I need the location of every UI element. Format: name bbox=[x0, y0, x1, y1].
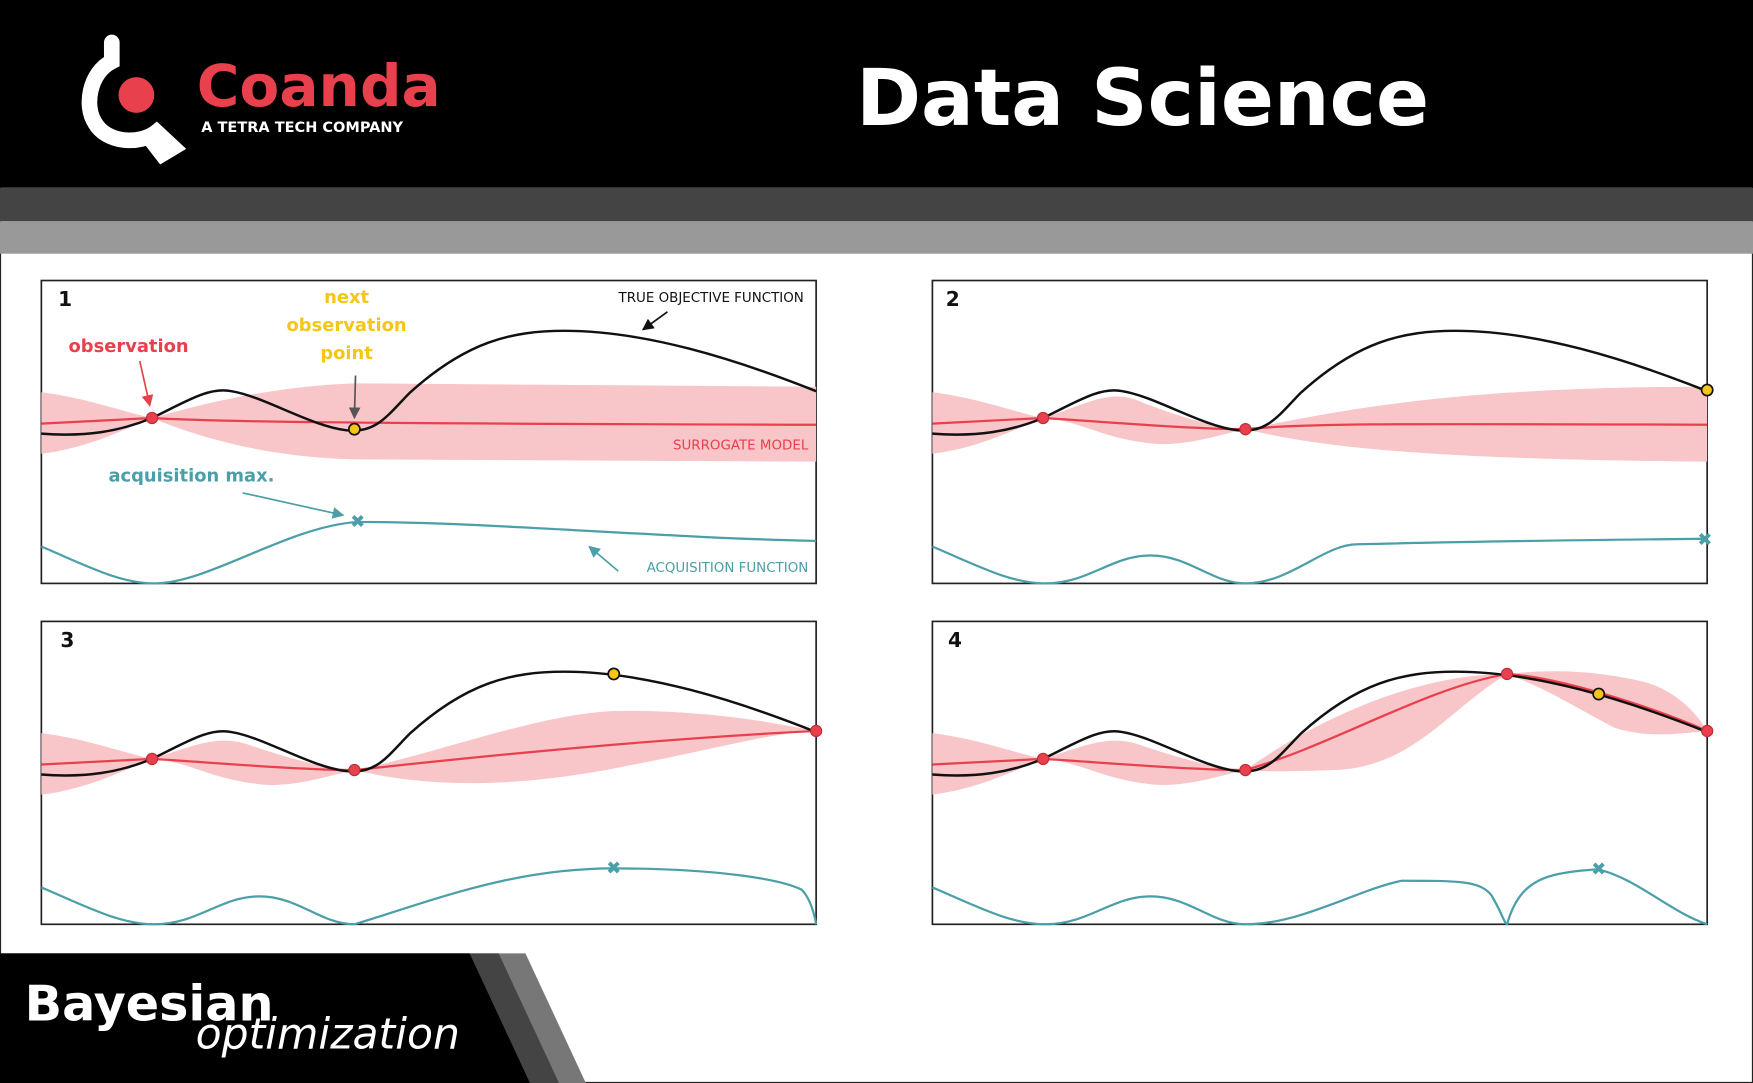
acq-max-marker: ✖ bbox=[606, 858, 621, 879]
header-title: Data Science bbox=[856, 53, 1429, 144]
acquisition-line bbox=[40, 520, 817, 585]
observation-point bbox=[1239, 763, 1252, 777]
annotation: ACQUISITION FUNCTION bbox=[647, 561, 809, 576]
acquisition-line bbox=[931, 868, 1708, 926]
observation-point bbox=[1701, 724, 1714, 738]
observation-point bbox=[348, 763, 361, 777]
acq-max-marker: ✖ bbox=[1591, 859, 1606, 880]
annotation: point bbox=[320, 343, 373, 364]
observation-point bbox=[145, 411, 159, 425]
next-point bbox=[1592, 687, 1606, 701]
acq-max-marker: ✖ bbox=[1697, 529, 1712, 550]
next-point bbox=[607, 667, 621, 681]
confidence-band bbox=[41, 710, 817, 795]
annotation: SURROGATE MODEL bbox=[673, 438, 809, 453]
annotation: next bbox=[324, 287, 369, 308]
logo-dot bbox=[118, 77, 155, 113]
annotation: TRUE OBJECTIVE FUNCTION bbox=[618, 291, 804, 306]
logo-mark bbox=[81, 34, 187, 165]
next-point bbox=[347, 422, 361, 436]
surrogate-line bbox=[41, 729, 817, 772]
arrow bbox=[348, 375, 361, 420]
observation-point bbox=[1239, 423, 1252, 436]
footer-title: Bayesian bbox=[25, 974, 274, 1032]
panel: ✖ 2 bbox=[931, 279, 1714, 585]
observation-point bbox=[1500, 667, 1514, 681]
arrow bbox=[138, 360, 154, 407]
observation-point bbox=[1036, 752, 1050, 766]
annotation: acquisition max. bbox=[108, 466, 274, 487]
brand: Coanda bbox=[197, 52, 441, 120]
logo bbox=[81, 34, 187, 165]
panel-number: 2 bbox=[946, 287, 960, 311]
surrogate-line bbox=[41, 416, 817, 426]
annotation: observation bbox=[287, 315, 407, 336]
acquisition-line bbox=[931, 537, 1708, 585]
confidence-band bbox=[932, 386, 1708, 462]
observation-point bbox=[145, 752, 159, 766]
footer-subtitle: optimization bbox=[196, 1010, 460, 1059]
header-stripe bbox=[0, 221, 1753, 254]
arrow bbox=[588, 545, 619, 572]
arrow bbox=[242, 492, 345, 519]
next-point bbox=[1700, 383, 1714, 397]
header-stripe bbox=[0, 187, 1753, 222]
panel-number: 1 bbox=[58, 287, 72, 311]
acquisition-line bbox=[40, 867, 818, 926]
observation-point bbox=[1036, 411, 1050, 425]
panel: ✖ 3 bbox=[40, 620, 823, 926]
observation-point bbox=[809, 724, 823, 738]
footer-bar bbox=[0, 953, 530, 1083]
panel: ✖ 1 observation next observation point T… bbox=[40, 279, 818, 585]
panel-number: 4 bbox=[948, 628, 962, 652]
annotation: observation bbox=[69, 336, 189, 357]
panel-number: 3 bbox=[60, 628, 74, 652]
header-bar bbox=[0, 0, 1753, 188]
panel: ✖ 4 bbox=[931, 620, 1714, 926]
tagline: A TETRA TECH COMPANY bbox=[201, 120, 403, 136]
arrow bbox=[641, 311, 668, 331]
acq-max-marker: ✖ bbox=[350, 512, 365, 533]
